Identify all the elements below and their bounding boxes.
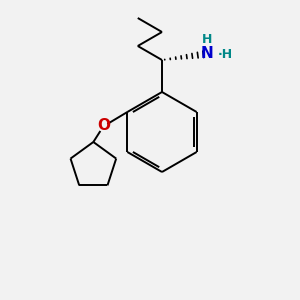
Text: H: H <box>202 33 212 46</box>
Text: O: O <box>97 118 110 134</box>
Text: ·H: ·H <box>218 49 233 62</box>
Text: N: N <box>201 46 213 61</box>
